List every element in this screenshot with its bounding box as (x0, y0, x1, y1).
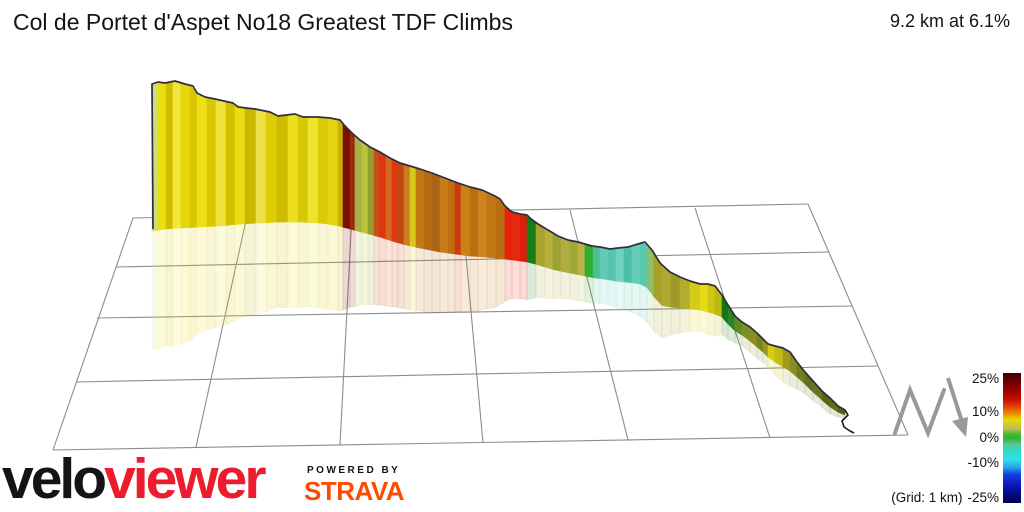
climb-summary: 9.2 km at 6.1% (889, 11, 1010, 31)
veloviewer-logo-viewer: viewer (104, 447, 266, 511)
powered-by-label: POWERED BY (307, 465, 401, 476)
legend-tick-label: 25% (971, 371, 999, 386)
ribbon-reflection (151, 221, 846, 420)
veloviewer-logo-velo: velo (2, 447, 107, 511)
veloviewer-logo[interactable]: veloviewer (2, 451, 267, 508)
north-compass-icon (893, 377, 968, 439)
page-title: Col de Portet d'Aspet No18 Greatest TDF … (13, 9, 513, 35)
ribbon-top-outline (151, 80, 846, 411)
legend-tick-label: 10% (971, 404, 999, 419)
legend-bottom-row: (Grid: 1 km) -25% (891, 490, 999, 505)
legend-tick-label: 0% (979, 430, 999, 445)
gradient-colorbar (1003, 373, 1021, 503)
route-end-squiggle (841, 409, 855, 434)
strava-logo[interactable]: STRAVA (304, 476, 405, 506)
legend-min-label: -25% (967, 490, 999, 505)
grid-interval-note: (Grid: 1 km) (891, 490, 963, 505)
legend-tick-label: -10% (967, 455, 999, 470)
